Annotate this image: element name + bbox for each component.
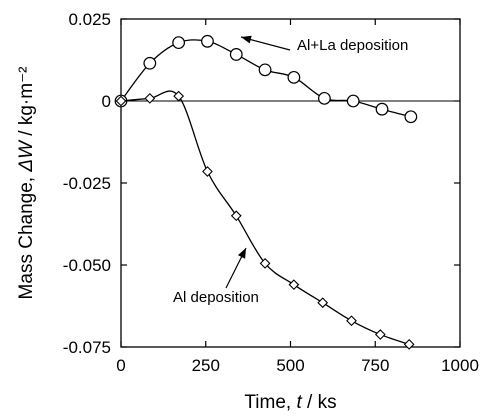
series-curve xyxy=(120,90,410,345)
y-axis-label-pre: Mass Change, xyxy=(16,172,37,300)
data-point-diamond xyxy=(202,166,213,177)
data-point-diamond xyxy=(115,95,127,107)
data-point-circle xyxy=(229,48,243,61)
data-point-circle xyxy=(404,110,418,124)
x-axis-label-pre: Time, xyxy=(244,392,296,413)
annotations: Al+La deposition Al deposition xyxy=(173,35,408,306)
data-point-diamond xyxy=(346,315,357,327)
data-point-diamond xyxy=(259,257,271,269)
x-tick-label: 250 xyxy=(192,356,220,375)
data-point-diamond xyxy=(403,338,415,350)
data-point-circle xyxy=(287,70,301,84)
data-point-circle xyxy=(258,63,272,77)
x-axis-label: Time, t / ks xyxy=(244,392,336,413)
plot-frame xyxy=(120,18,461,348)
data-point-diamond xyxy=(374,329,386,340)
data-point-diamond xyxy=(144,92,156,104)
data-point-diamond xyxy=(288,279,300,291)
data-point-diamond xyxy=(317,297,329,309)
y-axis-label-var: ΔW xyxy=(16,139,37,173)
y-axis-label: Mass Change, ΔW / kg·m⁻² xyxy=(16,67,37,300)
y-tick-label: 0.025 xyxy=(68,10,111,29)
x-axis-label-var: t xyxy=(296,392,302,413)
data-point-circle xyxy=(346,94,360,108)
y-axis-label-post: / kg·m⁻² xyxy=(16,67,37,141)
plot-area xyxy=(120,18,461,348)
x-tick-label: 1000 xyxy=(441,356,479,375)
annotation-al-la: Al+La deposition xyxy=(297,37,408,54)
annotation-arrow-al-la-head xyxy=(241,35,252,44)
data-point-circle xyxy=(201,34,214,48)
x-tick-label: 500 xyxy=(276,356,304,375)
annotation-arrow-al-head xyxy=(237,248,246,259)
y-tick-label: 0 xyxy=(102,92,111,111)
annotation-al: Al deposition xyxy=(173,289,259,306)
data-point-circle xyxy=(318,91,331,105)
y-tick-label: -0.075 xyxy=(63,338,111,357)
axes: 0 250 500 750 1000 0.025 0 -0.025 -0.050 -0.075 Ti… xyxy=(16,10,479,413)
data-point-diamond xyxy=(173,90,185,102)
data-point-circle xyxy=(375,102,389,116)
data-marks xyxy=(114,34,418,350)
y-tick-label: -0.050 xyxy=(63,256,111,275)
y-tick-label: -0.025 xyxy=(63,174,111,193)
x-tick-label: 750 xyxy=(361,356,389,375)
x-axis-label-post: / ks xyxy=(302,392,337,413)
data-point-circle xyxy=(172,36,186,50)
x-tick-label: 0 xyxy=(116,356,125,375)
data-point-diamond xyxy=(230,210,242,222)
data-point-circle xyxy=(143,56,157,70)
